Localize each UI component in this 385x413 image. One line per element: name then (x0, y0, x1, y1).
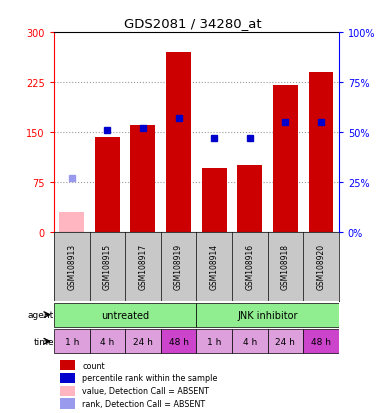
Bar (54, 330, 90, 353)
Bar (202, 169, 227, 232)
Bar (166, 53, 191, 232)
Bar (60, 386, 75, 396)
Bar (161, 330, 196, 353)
Text: 1 h: 1 h (65, 337, 79, 346)
Text: count: count (82, 361, 105, 370)
Bar (268, 330, 303, 353)
Text: 24 h: 24 h (133, 337, 153, 346)
Bar (196, 303, 339, 327)
Text: percentile rank within the sample: percentile rank within the sample (82, 373, 218, 382)
Bar (90, 330, 125, 353)
Bar (60, 360, 75, 370)
Text: GSM108915: GSM108915 (103, 244, 112, 290)
Text: GSM108914: GSM108914 (210, 244, 219, 290)
Text: JNK inhibitor: JNK inhibitor (237, 310, 298, 320)
Bar (59, 212, 84, 232)
Text: 24 h: 24 h (275, 337, 295, 346)
Text: GDS2081 / 34280_at: GDS2081 / 34280_at (124, 17, 261, 29)
Text: GSM108920: GSM108920 (316, 244, 325, 290)
Bar (237, 166, 262, 232)
Text: rank, Detection Call = ABSENT: rank, Detection Call = ABSENT (82, 399, 206, 408)
Text: untreated: untreated (101, 310, 149, 320)
Text: 48 h: 48 h (311, 337, 331, 346)
Text: GSM108913: GSM108913 (67, 244, 76, 290)
Text: GSM108916: GSM108916 (245, 244, 254, 290)
Text: value, Detection Call = ABSENT: value, Detection Call = ABSENT (82, 386, 209, 395)
Bar (60, 399, 75, 409)
Bar (54, 303, 196, 327)
Text: GSM108917: GSM108917 (139, 244, 147, 290)
Bar (95, 138, 120, 232)
Bar (125, 330, 161, 353)
Bar (60, 373, 75, 383)
Bar (232, 330, 268, 353)
Bar (196, 330, 232, 353)
Text: 4 h: 4 h (100, 337, 114, 346)
Bar (131, 126, 156, 232)
Bar (273, 86, 298, 232)
Bar (303, 330, 339, 353)
Bar (308, 73, 333, 232)
Text: 4 h: 4 h (243, 337, 257, 346)
Text: GSM108918: GSM108918 (281, 244, 290, 290)
Text: time: time (33, 337, 54, 346)
Text: 1 h: 1 h (207, 337, 221, 346)
Text: GSM108919: GSM108919 (174, 244, 183, 290)
Text: 48 h: 48 h (169, 337, 189, 346)
Text: agent: agent (28, 311, 54, 319)
